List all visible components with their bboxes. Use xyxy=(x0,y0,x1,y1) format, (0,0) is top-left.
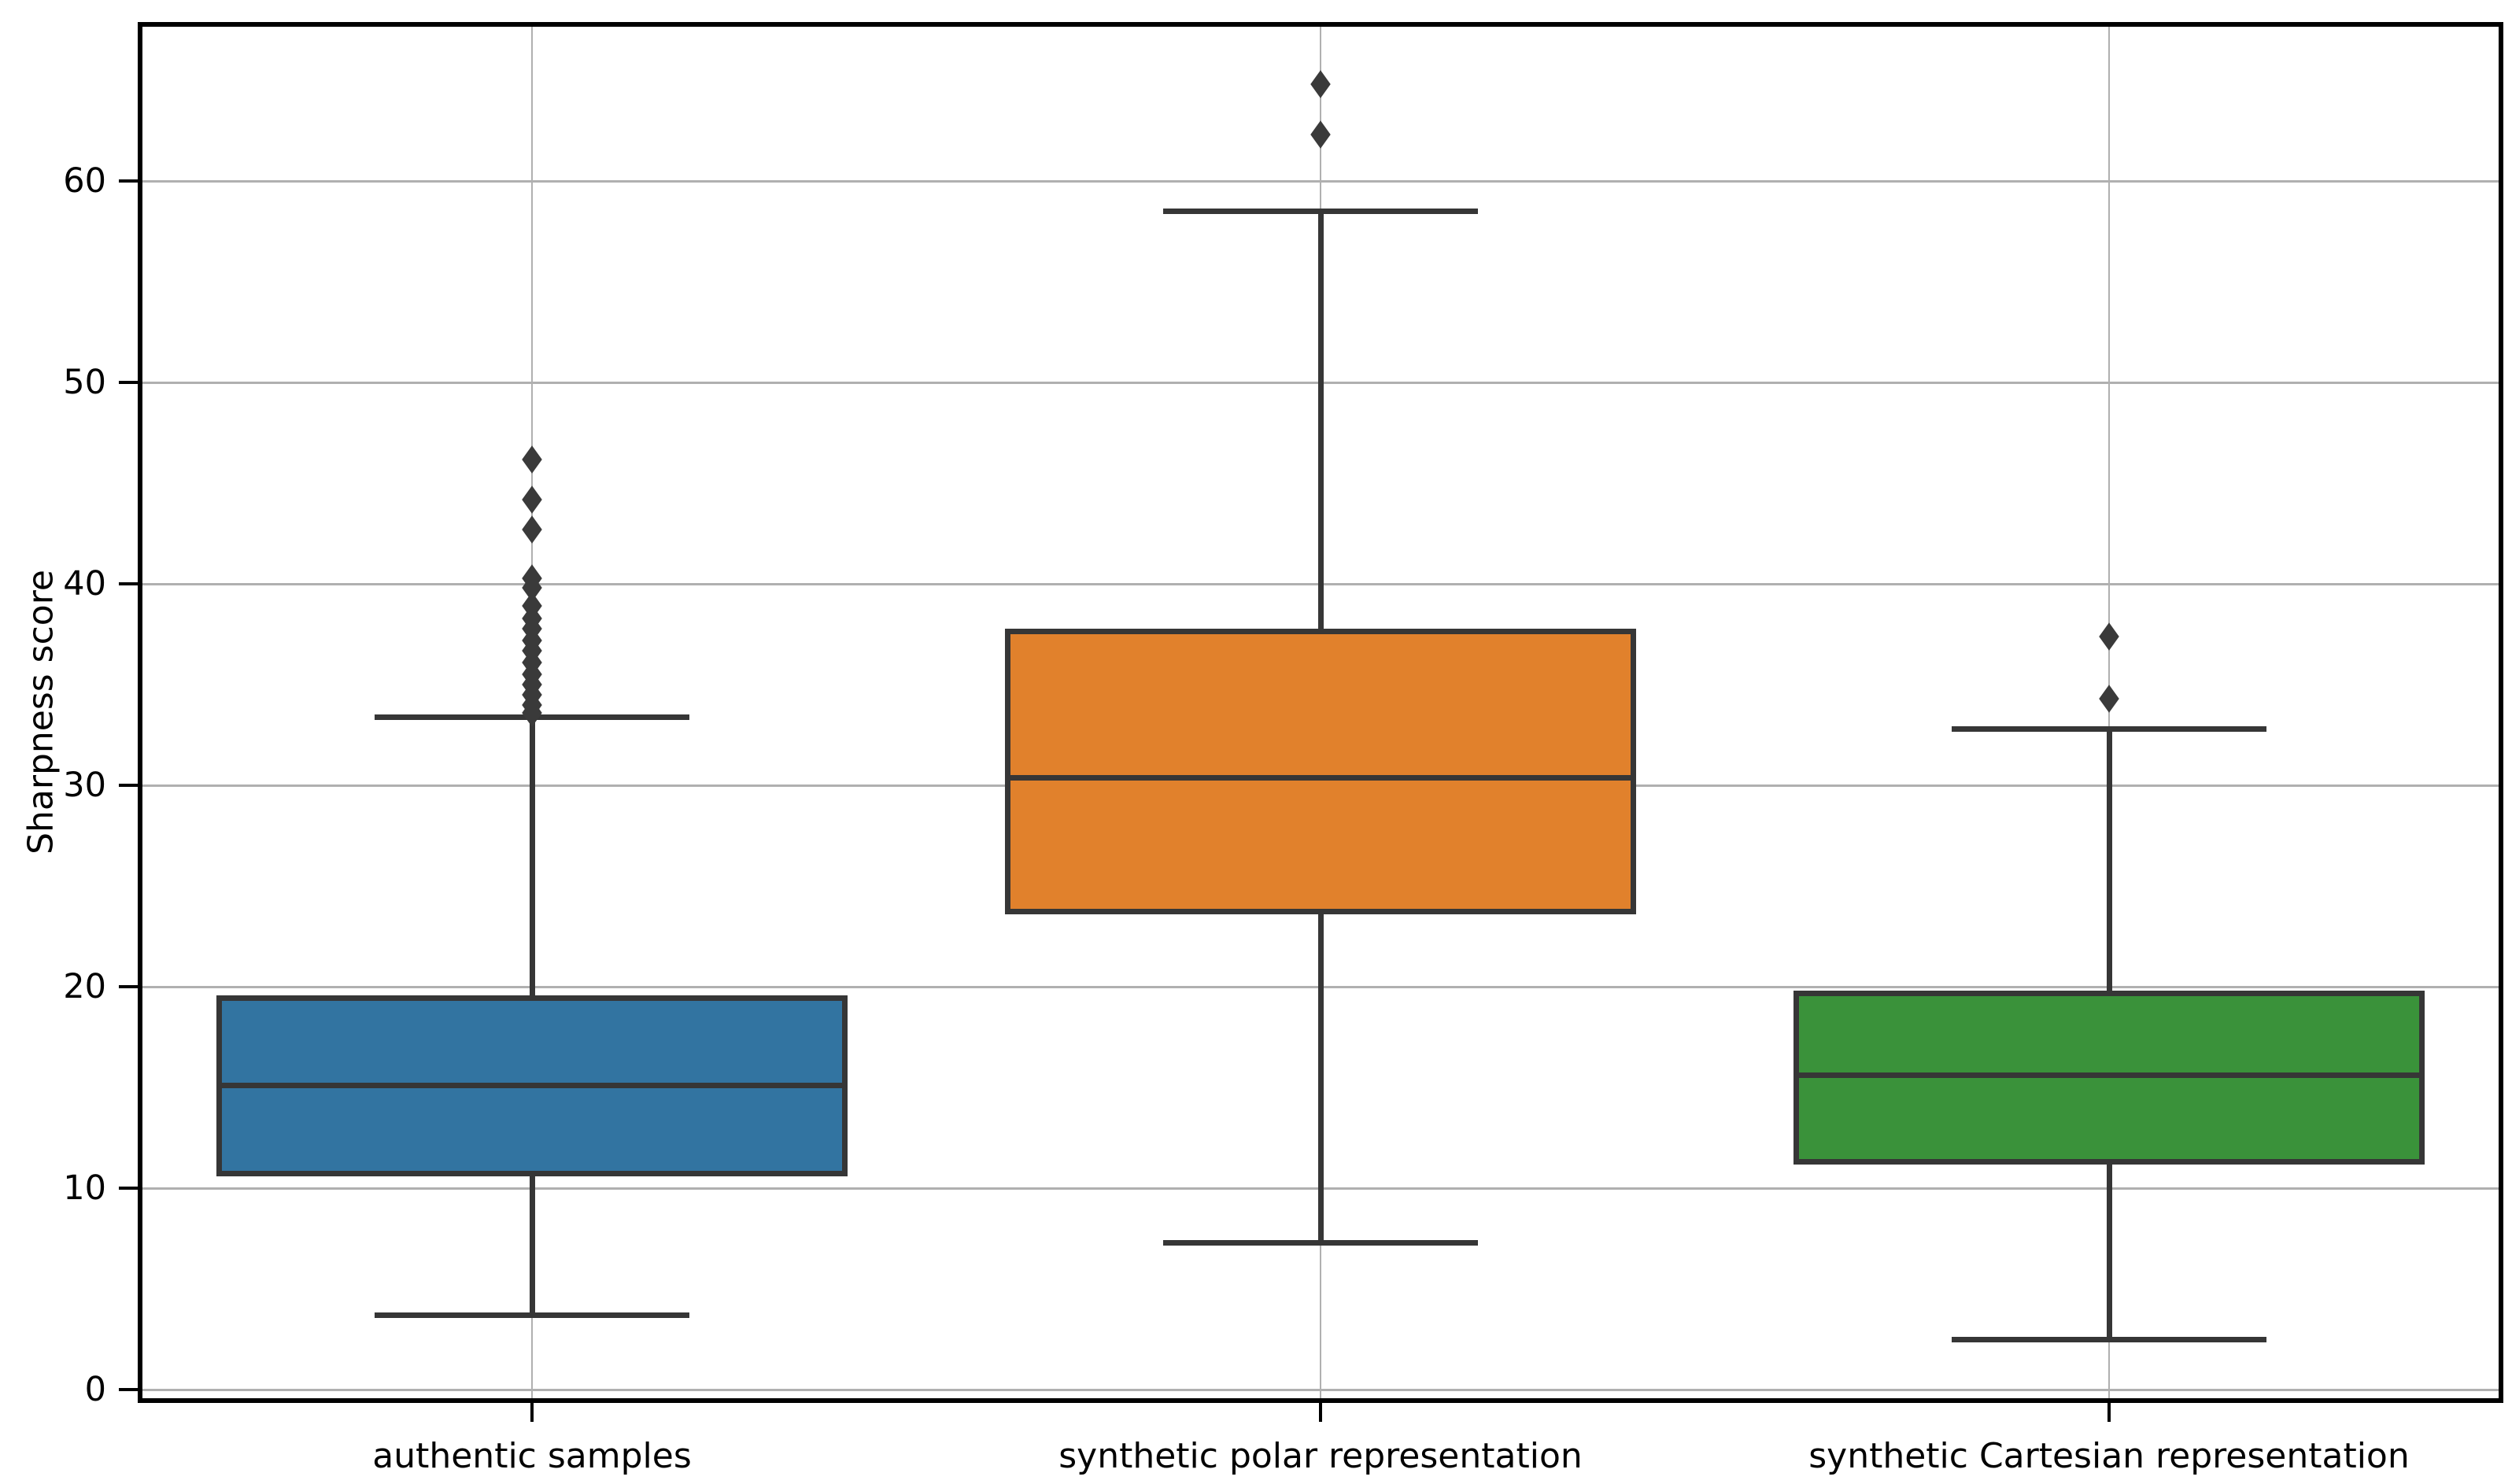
x-tick-label: synthetic Cartesian representation xyxy=(1808,1436,2410,1476)
y-tick-mark xyxy=(119,582,138,586)
whisker-cap-lower xyxy=(1162,1239,1479,1246)
whisker-cap-upper xyxy=(1162,209,1479,215)
median-line xyxy=(222,1083,842,1089)
y-tick-mark xyxy=(119,1388,138,1392)
x-tick-mark xyxy=(530,1403,534,1422)
x-tick-mark xyxy=(2107,1403,2111,1422)
whisker-cap-upper xyxy=(1951,726,2267,733)
x-tick-label: synthetic polar representation xyxy=(1058,1436,1583,1476)
y-tick-label: 20 xyxy=(63,967,106,1007)
y-tick-label: 0 xyxy=(84,1370,106,1410)
y-tick-mark xyxy=(119,179,138,183)
y-tick-label: 60 xyxy=(63,161,106,201)
whisker-cap-lower xyxy=(374,1312,690,1319)
y-tick-label: 50 xyxy=(63,363,106,403)
y-tick-label: 30 xyxy=(63,766,106,806)
y-tick-mark xyxy=(119,381,138,385)
y-tick-label: 10 xyxy=(63,1168,106,1209)
y-tick-mark xyxy=(119,985,138,989)
y-tick-mark xyxy=(119,1187,138,1191)
axes-frame xyxy=(138,22,2503,1403)
y-tick-label: 40 xyxy=(63,564,106,604)
box-1 xyxy=(1005,628,1636,915)
median-line xyxy=(1799,1072,2419,1079)
whisker-cap-lower xyxy=(1951,1336,2267,1342)
x-tick-mark xyxy=(1319,1403,1322,1422)
x-tick-label: authentic samples xyxy=(372,1436,692,1476)
y-tick-mark xyxy=(119,784,138,788)
median-line xyxy=(1010,774,1631,781)
y-axis-label-text: Sharpness score xyxy=(20,570,61,855)
